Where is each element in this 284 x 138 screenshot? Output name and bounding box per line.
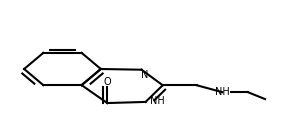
Text: O: O: [103, 77, 111, 87]
Text: NH: NH: [215, 87, 230, 97]
Text: NH: NH: [150, 95, 164, 106]
Text: N: N: [141, 70, 148, 80]
